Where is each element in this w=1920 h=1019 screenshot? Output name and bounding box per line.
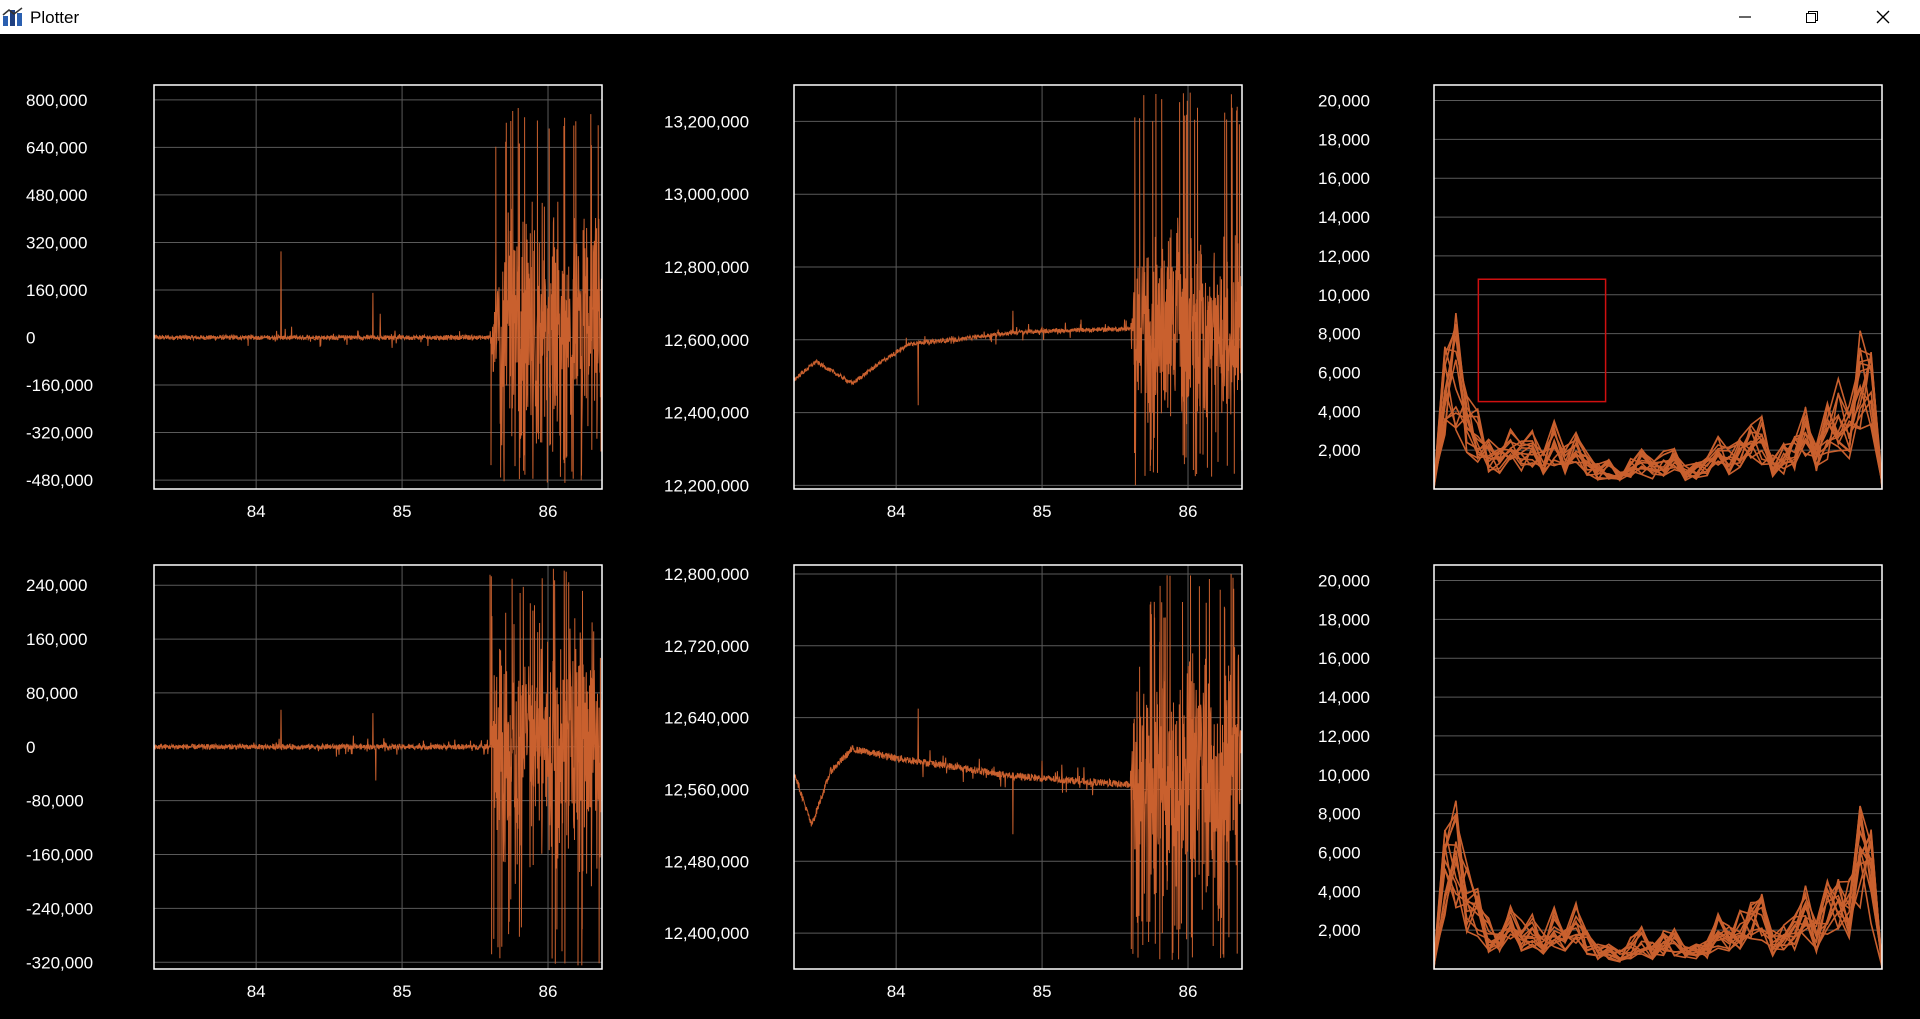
minimize-icon xyxy=(1739,16,1751,18)
y-tick-label: 6,000 xyxy=(1318,843,1361,862)
spectrum-line xyxy=(1434,812,1882,967)
selection-box[interactable] xyxy=(1477,278,1607,403)
y-tick-label: 12,200,000 xyxy=(664,476,749,495)
y-tick-label: -160,000 xyxy=(26,846,93,865)
y-tick-label: 0 xyxy=(26,329,35,348)
y-tick-label: 0 xyxy=(26,738,35,757)
y-tick-label: 16,000 xyxy=(1318,649,1370,668)
series-line xyxy=(794,92,1242,486)
y-tick-label: -320,000 xyxy=(26,953,93,972)
x-tick-label: 86 xyxy=(1179,982,1198,1001)
y-tick-label: 10,000 xyxy=(1318,766,1370,785)
plot-frame xyxy=(1433,84,1883,490)
y-tick-label: 6,000 xyxy=(1318,363,1361,382)
y-tick-label: 12,560,000 xyxy=(664,780,749,799)
y-tick-label: 12,640,000 xyxy=(664,709,749,728)
y-tick-label: 320,000 xyxy=(26,233,87,252)
y-tick-label: 2,000 xyxy=(1318,921,1361,940)
plot-frame xyxy=(153,84,603,490)
y-tick-label: 12,720,000 xyxy=(664,637,749,656)
y-tick-label: 8,000 xyxy=(1318,325,1361,344)
spectrum-line xyxy=(1434,828,1882,968)
y-tick-label: 18,000 xyxy=(1318,610,1370,629)
y-tick-label: 10,000 xyxy=(1318,286,1370,305)
app-icon xyxy=(2,7,23,26)
y-tick-label: -320,000 xyxy=(26,424,93,443)
y-tick-label: 480,000 xyxy=(26,186,87,205)
chart-2[interactable]: 13,200,000 13,000,000 12,800,000 12,600,000… xyxy=(664,84,1243,521)
y-tick-label: 13,000,000 xyxy=(664,185,749,204)
minimize-button[interactable] xyxy=(1715,0,1775,34)
y-tick-label: 8,000 xyxy=(1318,805,1361,824)
y-tick-label: 160,000 xyxy=(26,281,87,300)
series-line xyxy=(154,107,602,483)
y-tick-label: -480,000 xyxy=(26,471,93,490)
y-tick-label: 12,000 xyxy=(1318,247,1370,266)
title-bar: Plotter xyxy=(0,0,1920,34)
x-tick-label: 84 xyxy=(887,982,906,1001)
x-tick-label: 86 xyxy=(539,982,558,1001)
restore-button[interactable] xyxy=(1782,0,1842,34)
spectrum-line xyxy=(1434,347,1882,486)
series-line xyxy=(154,568,602,966)
spectrum-line xyxy=(1434,346,1882,488)
y-tick-label: 16,000 xyxy=(1318,169,1370,188)
y-tick-label: 4,000 xyxy=(1318,402,1361,421)
y-tick-label: 14,000 xyxy=(1318,208,1370,227)
x-tick-label: 85 xyxy=(1033,982,1052,1001)
chart-4[interactable]: 240,000 160,000 80,000 0 -80,000 -160,000 -240… xyxy=(26,564,603,1001)
x-tick-label: 86 xyxy=(1179,502,1198,521)
chart-5[interactable]: 12,800,000 12,720,000 12,640,000 12,560,000… xyxy=(664,564,1243,1001)
y-tick-label: 800,000 xyxy=(26,91,87,110)
y-tick-label: 12,000 xyxy=(1318,727,1370,746)
y-tick-label: -80,000 xyxy=(26,792,84,811)
y-tick-label: 640,000 xyxy=(26,138,87,157)
chart-1[interactable]: 800,000 640,000 480,000 320,000 160,000 0 -160… xyxy=(26,84,603,521)
y-tick-label: 2,000 xyxy=(1318,441,1361,460)
x-tick-label: 84 xyxy=(247,982,266,1001)
y-tick-label: 12,800,000 xyxy=(664,565,749,584)
x-tick-label: 85 xyxy=(393,982,412,1001)
y-tick-label: 12,400,000 xyxy=(664,924,749,943)
restore-icon xyxy=(1806,11,1818,23)
chart-3[interactable]: 20,000 18,000 16,000 14,000 12,000 10,000 8,00… xyxy=(1318,84,1883,490)
y-tick-label: 20,000 xyxy=(1318,572,1370,591)
y-tick-label: 12,480,000 xyxy=(664,852,749,871)
y-tick-label: 12,600,000 xyxy=(664,331,749,350)
y-tick-label: 160,000 xyxy=(26,630,87,649)
y-tick-label: 12,400,000 xyxy=(664,404,749,423)
y-tick-label: 80,000 xyxy=(26,684,78,703)
x-tick-label: 85 xyxy=(393,502,412,521)
plot-frame xyxy=(1433,564,1883,970)
y-tick-label: 240,000 xyxy=(26,576,87,595)
y-tick-label: 14,000 xyxy=(1318,688,1370,707)
y-tick-label: 20,000 xyxy=(1318,92,1370,111)
y-tick-label: 4,000 xyxy=(1318,882,1361,901)
x-tick-label: 84 xyxy=(247,502,266,521)
series-line xyxy=(794,574,1242,960)
y-tick-label: 18,000 xyxy=(1318,130,1370,149)
x-tick-label: 84 xyxy=(887,502,906,521)
y-tick-label: -240,000 xyxy=(26,899,93,918)
close-button[interactable] xyxy=(1853,0,1913,34)
spectrum-line xyxy=(1434,849,1882,966)
plot-frame xyxy=(153,564,603,970)
plot-frame xyxy=(793,84,1243,490)
window-title: Plotter xyxy=(30,8,80,27)
spectrum-line xyxy=(1434,313,1882,482)
chart-6[interactable]: 20,000 18,000 16,000 14,000 12,000 10,000 8,00… xyxy=(1318,564,1883,970)
y-tick-label: 12,800,000 xyxy=(664,258,749,277)
y-tick-label: 13,200,000 xyxy=(664,112,749,131)
plot-frame xyxy=(793,564,1243,970)
plots-area: 800,000 640,000 480,000 320,000 160,000 0 -160… xyxy=(26,84,1883,1001)
x-tick-label: 85 xyxy=(1033,502,1052,521)
close-icon xyxy=(1876,10,1890,24)
y-tick-label: -160,000 xyxy=(26,376,93,395)
x-tick-label: 86 xyxy=(539,502,558,521)
